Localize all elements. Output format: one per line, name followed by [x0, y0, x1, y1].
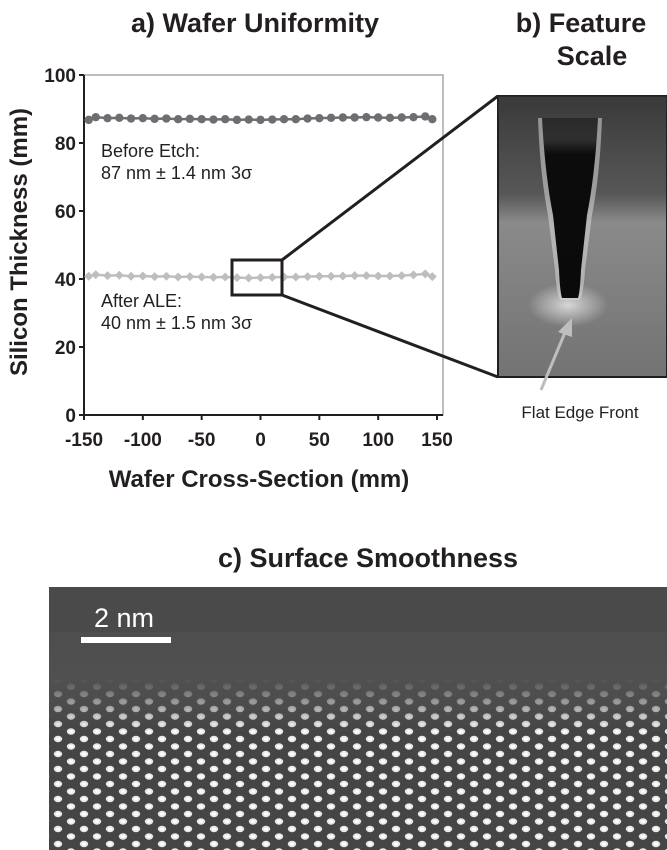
series-1-point: [385, 113, 395, 123]
series-1-point: [350, 113, 359, 122]
series-2-point: [161, 271, 171, 281]
y-tick-label: 60: [55, 202, 76, 223]
scale-bar: [81, 637, 171, 643]
series-1-point: [256, 115, 265, 125]
series-2-point: [326, 271, 336, 281]
series-1-point: [209, 115, 218, 124]
series-1-point: [303, 114, 312, 123]
sem-feature-image: [497, 95, 667, 378]
x-tick-label: 100: [362, 430, 394, 451]
zoom-connector-top: [281, 94, 499, 262]
series-2-point: [220, 272, 230, 282]
plot-area: [83, 74, 444, 416]
x-ticks: -150 -100 -50 0 50 100 150: [65, 415, 453, 451]
series-1-point: [397, 113, 406, 122]
series-1-point: [373, 113, 383, 122]
series-2-point: [291, 272, 301, 282]
series-2-point: [232, 273, 242, 283]
annotation-after-line2: 40 nm ± 1.5 nm 3σ: [101, 313, 252, 333]
x-axis-label: Wafer Cross-Section (mm): [109, 466, 410, 493]
series-2-point: [373, 271, 383, 281]
series-2-point: [208, 272, 218, 282]
annotation-before-line1: Before Etch:: [101, 141, 200, 161]
series-2-point: [397, 271, 407, 281]
series-1-point: [138, 113, 148, 123]
series-2-point: [267, 272, 277, 282]
panel-a-title: a) Wafer Uniformity: [131, 8, 379, 38]
panel-b-title-line2: Scale: [557, 41, 628, 71]
series-layer: [84, 112, 437, 283]
annotation-before-line2: 87 nm ± 1.4 nm 3σ: [101, 163, 252, 183]
series-1-point: [232, 115, 242, 125]
series-1-point: [279, 115, 289, 124]
series-2-point: [303, 272, 313, 282]
y-tick-label: 40: [55, 270, 76, 291]
panel-c-title: c) Surface Smoothness: [218, 543, 518, 573]
series-1-point: [197, 115, 206, 124]
series-1-point: [103, 113, 112, 123]
series-2-point: [385, 271, 395, 281]
series-2-point: [350, 271, 360, 281]
series-2-point: [103, 271, 113, 281]
series-2-point: [138, 271, 148, 281]
series-2-point: [150, 272, 160, 282]
x-tick-label: 50: [309, 430, 330, 451]
series-1-point: [315, 113, 324, 123]
x-tick-label: -50: [188, 430, 215, 451]
series-1-point: [126, 114, 136, 123]
series-1-point: [162, 114, 171, 123]
x-tick-label: 0: [255, 430, 266, 451]
x-tick-label: 150: [421, 430, 453, 451]
series-1-point: [338, 113, 348, 122]
series-2-point: [244, 273, 254, 283]
series-1-point: [409, 112, 418, 122]
y-tick-label: 0: [65, 406, 76, 427]
series-2-point: [173, 272, 183, 282]
series-2-point: [338, 271, 348, 281]
series-1-point: [115, 113, 124, 123]
series-2-point: [197, 272, 207, 282]
zoom-box: [230, 258, 284, 297]
series-2-point: [408, 270, 418, 280]
series-1-point: [173, 115, 183, 124]
series-2-point: [256, 273, 265, 283]
x-tick-label: -100: [124, 430, 162, 451]
series-1-point: [428, 115, 437, 124]
series-2-point: [84, 271, 94, 281]
callout-label: Flat Edge Front: [521, 403, 638, 422]
y-ticks: 0 20 40 60 80 100: [44, 66, 84, 427]
y-tick-label: 100: [44, 66, 76, 87]
series-1-point: [84, 115, 93, 125]
series-1-point: [421, 112, 430, 121]
y-tick-label: 20: [55, 338, 76, 359]
series-1-point: [221, 115, 230, 124]
series-2-point: [91, 270, 101, 280]
callout-arrow-line: [539, 329, 568, 391]
series-1-point: [362, 112, 371, 122]
x-tick-label: -150: [65, 430, 103, 451]
series-2-point: [185, 272, 195, 282]
series-1-point: [326, 113, 336, 123]
series-2-point: [314, 271, 324, 281]
y-tick-label: 80: [55, 134, 76, 155]
series-1-point: [244, 115, 253, 124]
panel-b-title-line1: b) Feature: [516, 8, 647, 38]
stem-lattice-image: [49, 587, 667, 850]
series-1-point: [185, 114, 195, 124]
series-1-point: [268, 115, 277, 124]
scale-bar-label: 2 nm: [94, 603, 154, 633]
zoom-connector-bottom: [281, 293, 499, 379]
series-2-point: [420, 269, 430, 279]
series-2-point: [427, 272, 437, 282]
annotation-after-line1: After ALE:: [101, 291, 182, 311]
series-1-point: [291, 115, 300, 124]
series-1-point: [150, 114, 159, 124]
series-1-point: [91, 112, 100, 122]
series-2-point: [114, 270, 124, 280]
series-2-point: [361, 271, 371, 281]
y-axis-label: Silicon Thickness (mm): [6, 108, 33, 376]
callout-arrowhead: [558, 318, 572, 337]
series-2-point: [126, 271, 136, 281]
